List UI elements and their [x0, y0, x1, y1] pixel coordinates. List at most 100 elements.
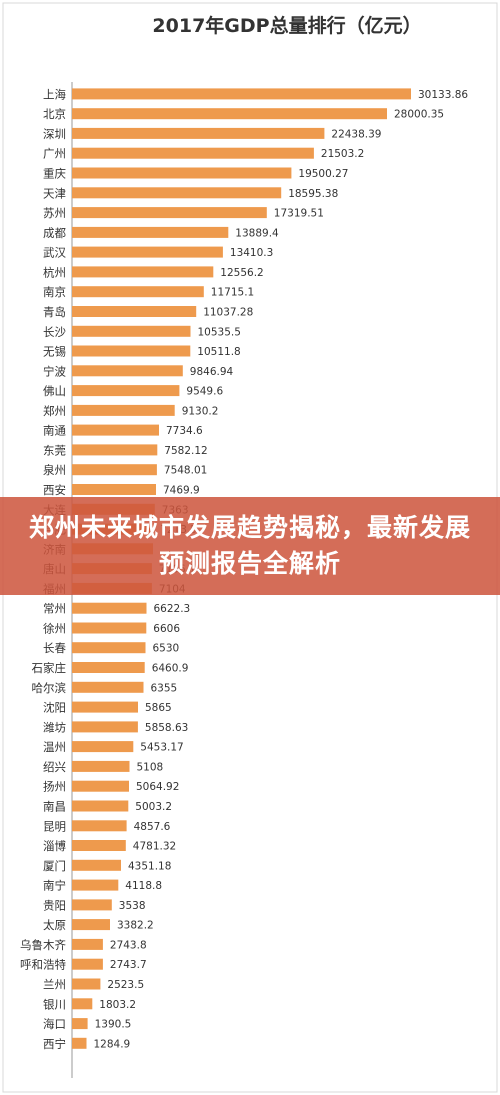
category-label: 南昌 — [43, 800, 66, 814]
category-label: 成都 — [43, 226, 66, 240]
category-label: 东莞 — [43, 443, 66, 457]
value-label: 22438.39 — [331, 128, 381, 140]
value-label: 3382.2 — [117, 920, 154, 932]
category-label: 上海 — [43, 87, 66, 101]
bar — [72, 622, 147, 634]
bar — [72, 662, 145, 673]
category-label: 扬州 — [43, 780, 66, 794]
category-label: 温州 — [43, 740, 66, 754]
value-label: 17319.51 — [274, 208, 324, 220]
value-label: 5003.2 — [135, 801, 172, 813]
bar — [72, 207, 267, 219]
chart-title: 2017年GDP总量排行（亿元） — [152, 14, 421, 37]
value-label: 5108 — [137, 761, 164, 773]
category-label: 杭州 — [43, 265, 66, 279]
bar — [72, 998, 93, 1010]
category-label: 太原 — [43, 918, 66, 932]
bar — [72, 681, 144, 693]
bar — [72, 385, 180, 397]
value-label: 1803.2 — [99, 999, 136, 1011]
bar — [72, 800, 129, 812]
category-label: 佛山 — [43, 384, 66, 398]
value-label: 30133.86 — [418, 89, 468, 101]
value-label: 4781.32 — [133, 841, 176, 853]
category-label: 无锡 — [43, 345, 66, 359]
value-label: 21503.2 — [321, 148, 364, 160]
category-label: 石家庄 — [32, 661, 67, 675]
value-label: 18595.38 — [288, 188, 338, 200]
bars-group — [72, 88, 411, 1049]
bar — [72, 899, 112, 911]
category-label: 苏州 — [43, 206, 66, 220]
bar — [72, 345, 191, 357]
category-label: 哈尔滨 — [32, 681, 67, 695]
category-label: 北京 — [43, 107, 66, 121]
category-label: 乌鲁木齐 — [20, 938, 66, 952]
category-label: 青岛 — [43, 305, 66, 319]
category-label: 西安 — [43, 483, 66, 497]
headline-banner: 郑州未来城市发展趋势揭秘，最新发展预测报告全解析 — [0, 497, 500, 595]
category-label: 兰州 — [43, 978, 66, 992]
bar — [72, 187, 282, 199]
value-label: 5064.92 — [136, 781, 179, 793]
category-label: 南宁 — [43, 879, 66, 893]
category-label: 潍坊 — [43, 720, 66, 734]
bar — [72, 424, 159, 436]
value-label: 9130.2 — [182, 405, 219, 417]
category-label: 海口 — [43, 1017, 66, 1031]
category-label: 南通 — [43, 424, 66, 438]
bar — [72, 642, 146, 654]
category-label: 绍兴 — [43, 760, 66, 774]
value-label: 12556.2 — [220, 267, 263, 279]
value-label: 9549.6 — [186, 386, 223, 398]
bar — [72, 1037, 87, 1049]
bar — [72, 444, 158, 456]
category-label: 银川 — [43, 997, 66, 1011]
bar — [72, 147, 314, 159]
value-label: 7548.01 — [164, 465, 207, 477]
category-label: 泉州 — [43, 463, 66, 477]
bar — [72, 404, 175, 416]
value-label: 4857.6 — [134, 821, 171, 833]
value-label: 5858.63 — [145, 722, 188, 734]
category-label: 呼和浩特 — [20, 958, 66, 972]
value-label: 11715.1 — [211, 287, 254, 299]
value-label: 2523.5 — [107, 979, 144, 991]
value-label: 2743.8 — [110, 939, 147, 951]
category-label: 长春 — [43, 641, 66, 655]
bar — [72, 978, 101, 990]
value-label: 1284.9 — [94, 1038, 131, 1050]
bar — [72, 88, 411, 100]
bar — [72, 780, 129, 792]
bar — [72, 958, 103, 970]
bar — [72, 484, 156, 495]
bar — [72, 859, 121, 871]
bar — [72, 127, 325, 139]
bar — [72, 701, 138, 713]
bar — [72, 760, 130, 772]
bar — [72, 464, 157, 476]
category-label: 常州 — [43, 602, 66, 616]
category-label: 郑州 — [43, 404, 66, 418]
category-label: 宁波 — [43, 364, 66, 378]
bar — [72, 602, 147, 614]
bar — [72, 325, 191, 337]
value-label: 6460.9 — [152, 663, 189, 675]
category-label: 淄博 — [43, 839, 66, 853]
value-label: 5865 — [145, 702, 172, 714]
bar — [72, 938, 103, 950]
value-label: 3538 — [119, 900, 146, 912]
category-label: 西宁 — [43, 1037, 66, 1051]
bar — [72, 246, 223, 258]
value-label: 5453.17 — [140, 742, 183, 754]
category-label: 天津 — [43, 186, 66, 200]
value-label: 9846.94 — [190, 366, 234, 378]
bar — [72, 919, 110, 931]
value-label: 1390.5 — [95, 1019, 132, 1031]
value-label: 6606 — [153, 623, 180, 635]
value-label: 10535.5 — [198, 326, 241, 338]
value-label: 7734.6 — [166, 425, 203, 437]
value-label: 6530 — [153, 643, 180, 655]
category-label: 徐州 — [43, 622, 66, 636]
